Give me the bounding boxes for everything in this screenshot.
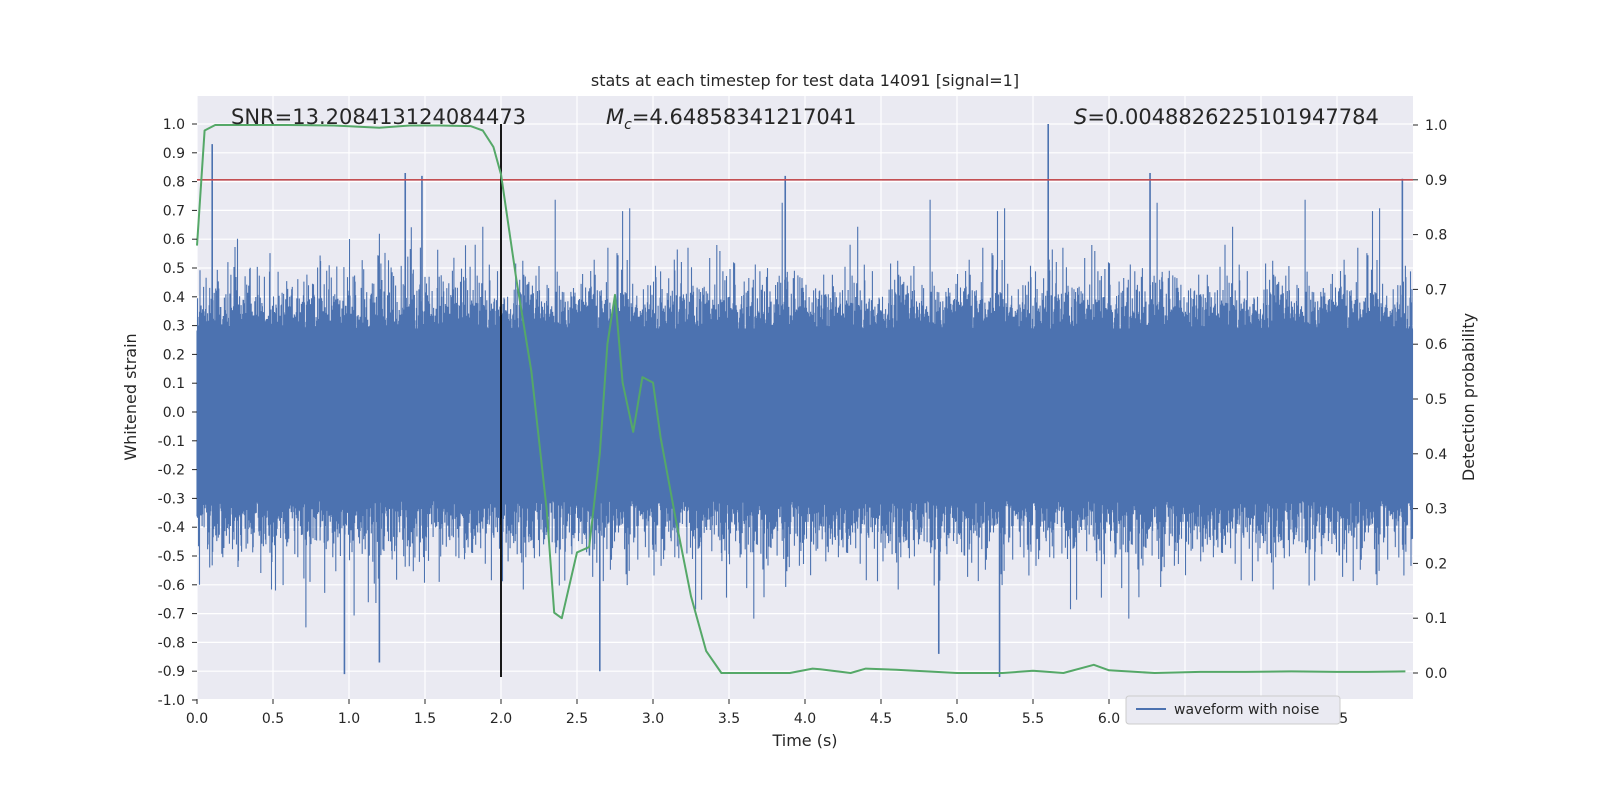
y-tick-label: -0.3 — [158, 491, 185, 507]
y-axis-label: Whitened strain — [121, 333, 140, 460]
x-tick-label: 4.5 — [870, 711, 892, 727]
x-tick-label: 1.0 — [338, 711, 360, 727]
s-annotation: S=0.004882622510194778​4 — [1074, 105, 1379, 129]
y-tick-label: -0.8 — [158, 635, 185, 651]
y2-tick-label: 1.0 — [1425, 118, 1447, 134]
y-tick-label: 0.6 — [163, 232, 185, 248]
y-tick-label: 0.9 — [163, 146, 185, 162]
s-value: =0.004882622510194778​4 — [1087, 105, 1379, 129]
y-tick-label: -0.1 — [158, 434, 185, 450]
y-tick-label: 0.0 — [163, 405, 185, 421]
x-tick-label: 2.5 — [566, 711, 588, 727]
waveform-series — [196, 124, 1414, 677]
x-tick-label: 0.0 — [186, 711, 208, 727]
y2-tick-label: 0.8 — [1425, 228, 1447, 244]
y-tick-labels: 1.0 0.9 0.8 0.7 0.6 0.5 0.4 0.3 0.2 0.1 0.0 -0.1 -0.… — [158, 117, 197, 709]
y-tick-label: 0.5 — [163, 261, 185, 277]
detection-probability-line — [196, 124, 1406, 674]
legend-label: waveform with noise — [1174, 702, 1319, 718]
x-axis-label: Time (s) — [771, 731, 837, 750]
y-tick-label: -0.4 — [158, 520, 185, 536]
s-symbol: S — [1074, 105, 1087, 129]
y2-tick-labels: 1.0 0.9 0.8 0.7 0.6 0.5 0.4 0.3 0.2 0.1 0.0 — [1413, 118, 1447, 682]
x-tick-label: 6.0 — [1098, 711, 1120, 727]
legend: waveform with noise — [1125, 695, 1341, 725]
overlays — [197, 124, 1413, 677]
y-tick-label: -0.2 — [158, 463, 185, 479]
x-tick-label: 4.0 — [794, 711, 816, 727]
y-tick-label: 0.4 — [163, 290, 185, 306]
chirp-mass-symbol: M — [606, 105, 624, 129]
y-tick-label: -0.7 — [158, 607, 185, 623]
y-tick-label: 0.8 — [163, 175, 185, 191]
y-tick-label: 0.7 — [163, 203, 185, 219]
probability-series — [196, 124, 1406, 674]
y2-tick-label: 0.5 — [1425, 392, 1447, 408]
y-tick-label: 1.0 — [163, 117, 185, 133]
y2-tick-label: 0.2 — [1425, 556, 1447, 572]
y-tick-label: -1.0 — [158, 693, 185, 709]
x-tick-label: 3.5 — [718, 711, 740, 727]
x-tick-label: 1.5 — [414, 711, 436, 727]
y-tick-label: 0.2 — [163, 347, 185, 363]
x-tick-label: 5.0 — [946, 711, 968, 727]
y2-tick-label: 0.1 — [1425, 611, 1447, 627]
y2-tick-label: 0.0 — [1425, 666, 1447, 682]
chirp-mass-annotation: Mc=4.64858341217041 — [606, 105, 857, 133]
y2-tick-label: 0.6 — [1425, 337, 1447, 353]
x-tick-label: 2.0 — [490, 711, 512, 727]
x-tick-label: 0.5 — [262, 711, 284, 727]
y2-tick-label: 0.3 — [1425, 502, 1447, 518]
x-tick-label: 5.5 — [1022, 711, 1044, 727]
y-tick-label: -0.6 — [158, 578, 185, 594]
y2-tick-label: 0.4 — [1425, 447, 1447, 463]
chirp-mass-value: =4.64858341217041 — [632, 105, 857, 129]
x-tick-label: 3.0 — [642, 711, 664, 727]
y-tick-label: -0.5 — [158, 549, 185, 565]
y2-axis-label: Detection probability — [1459, 313, 1478, 481]
y-tick-label: -0.9 — [158, 664, 185, 680]
chirp-mass-subscript: c — [624, 117, 632, 133]
y2-tick-label: 0.7 — [1425, 282, 1447, 298]
legend-box — [1125, 695, 1341, 725]
y-tick-label: 0.3 — [163, 319, 185, 335]
snr-annotation: SNR=13.208413124084473 — [231, 105, 526, 129]
y2-tick-label: 0.9 — [1425, 173, 1447, 189]
y-tick-label: 0.1 — [163, 376, 185, 392]
chart-title: stats at each timestep for test data 140… — [591, 71, 1019, 90]
